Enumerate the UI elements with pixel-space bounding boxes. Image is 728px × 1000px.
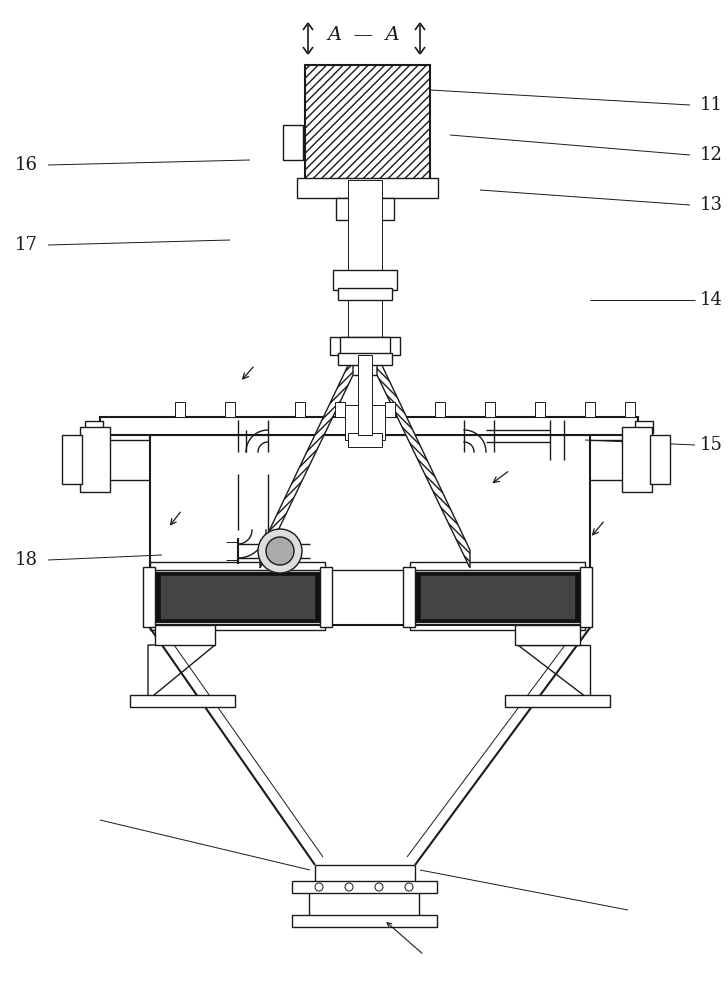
Circle shape	[345, 883, 353, 891]
Bar	[150, 562, 325, 630]
Bar	[338, 288, 392, 300]
Circle shape	[258, 529, 302, 573]
Bar	[650, 435, 670, 484]
Bar	[420, 575, 575, 619]
Polygon shape	[518, 645, 590, 700]
Circle shape	[375, 883, 383, 891]
Bar	[625, 402, 635, 417]
Bar	[336, 198, 394, 220]
Text: 14: 14	[700, 291, 723, 309]
Bar	[410, 562, 585, 630]
Bar	[85, 421, 103, 433]
Bar	[309, 887, 419, 917]
Bar	[330, 337, 400, 355]
Bar	[403, 567, 415, 627]
Bar	[338, 353, 392, 365]
Bar	[100, 417, 638, 435]
Bar	[305, 65, 430, 180]
Bar	[292, 881, 437, 893]
Polygon shape	[148, 645, 215, 700]
Bar	[535, 402, 545, 417]
Polygon shape	[260, 355, 353, 568]
Bar	[225, 402, 235, 417]
Bar	[175, 402, 185, 417]
Bar	[62, 435, 82, 484]
Text: 13: 13	[700, 196, 723, 214]
Bar	[348, 433, 382, 447]
Bar	[345, 405, 385, 440]
Polygon shape	[515, 625, 580, 645]
Bar	[340, 337, 390, 355]
Bar	[585, 402, 595, 417]
Bar	[333, 270, 397, 290]
Bar	[335, 402, 345, 417]
Text: 16: 16	[15, 156, 38, 174]
Bar	[320, 567, 332, 627]
Bar	[415, 572, 580, 622]
Bar	[160, 575, 315, 619]
Text: 18: 18	[15, 551, 38, 569]
Bar	[283, 125, 303, 160]
Text: 11: 11	[700, 96, 723, 114]
Circle shape	[405, 883, 413, 891]
Bar	[295, 402, 305, 417]
Bar	[297, 178, 438, 198]
Bar	[358, 355, 372, 435]
Circle shape	[266, 537, 294, 565]
Bar	[150, 435, 590, 625]
Bar	[80, 427, 110, 492]
Text: 15: 15	[700, 436, 723, 454]
Polygon shape	[377, 355, 470, 568]
Text: A  —  A: A — A	[328, 26, 400, 44]
Bar	[155, 572, 320, 622]
Bar	[635, 421, 653, 433]
Bar	[622, 427, 652, 492]
Bar	[348, 180, 382, 350]
Bar	[292, 915, 437, 927]
Polygon shape	[155, 625, 215, 645]
Bar	[143, 567, 155, 627]
Text: 12: 12	[700, 146, 723, 164]
Bar	[435, 402, 445, 417]
Bar	[385, 402, 395, 417]
Circle shape	[315, 883, 323, 891]
Bar	[130, 695, 235, 707]
Bar	[505, 695, 610, 707]
Bar	[485, 402, 495, 417]
Bar	[580, 567, 592, 627]
Text: 17: 17	[15, 236, 38, 254]
